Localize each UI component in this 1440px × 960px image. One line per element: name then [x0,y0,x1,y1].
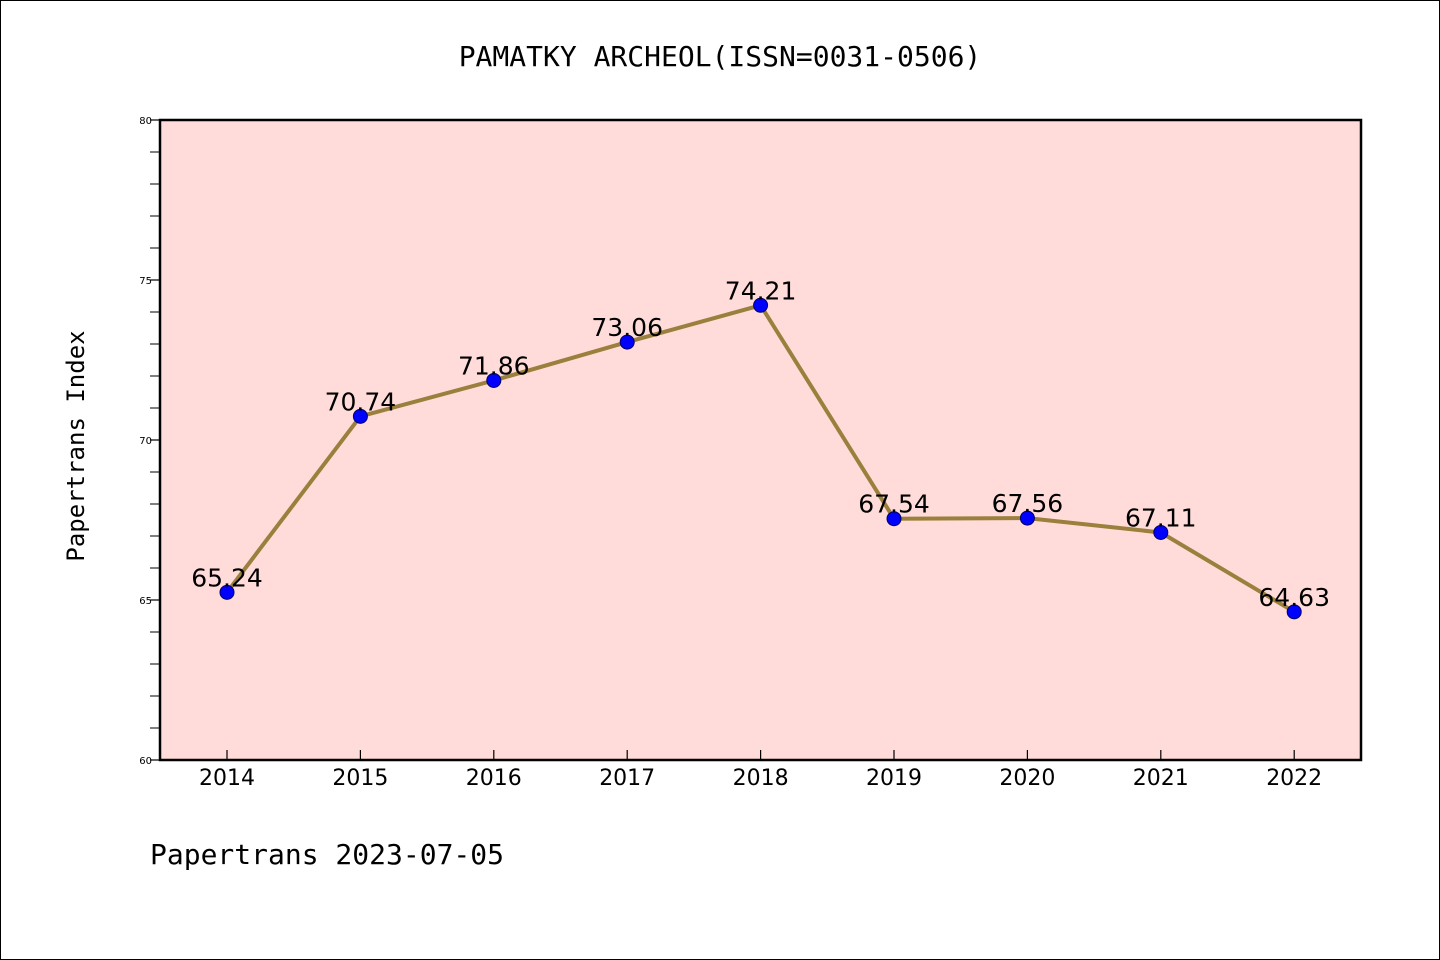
x-tick-label: 2021 [1133,766,1189,791]
y-tick-label: 75 [139,276,152,287]
data-point [219,584,235,600]
footer-text: Papertrans 2023-07-05 [150,838,504,871]
data-points [219,297,1302,620]
x-tick-label: 2022 [1266,766,1322,791]
data-label: 67.54 [858,490,930,519]
x-tick-label: 2018 [733,766,789,791]
x-axis-ticks: 2014 2015 2016 2017 2018 2019 2020 2021 2022 [199,750,1322,791]
data-point [1286,604,1302,620]
data-point [619,334,635,350]
data-label: 71.86 [458,351,530,380]
data-label: 65.24 [191,563,263,592]
data-point [486,372,502,388]
x-tick-label: 2014 [199,766,255,791]
data-point [1153,524,1169,540]
data-label: 70.74 [325,387,397,416]
data-label: 67.56 [992,489,1064,518]
data-point [886,511,902,527]
x-tick-label: 2016 [466,766,522,791]
data-point [753,297,769,313]
data-label: 64.63 [1258,583,1330,612]
y-tick-label: 60 [139,756,152,767]
x-tick-label: 2017 [599,766,655,791]
y-axis-label: Papertrans Index [62,330,90,561]
data-point [1019,510,1035,526]
y-tick-label: 80 [139,116,152,127]
x-tick-label: 2015 [332,766,388,791]
y-tick-label: 65 [139,596,152,607]
data-label: 74.21 [725,276,797,305]
data-label: 73.06 [591,313,663,342]
y-axis-ticks: 60 65 70 75 80 [139,116,160,767]
x-tick-label: 2020 [999,766,1055,791]
chart-title: PAMATKY ARCHEOL(ISSN=0031-0506) [459,40,982,73]
plot-border [158,118,1363,762]
plot-area [160,120,1361,760]
y-tick-label: 70 [139,436,152,447]
data-point [352,408,368,424]
data-label: 67.11 [1125,503,1197,532]
data-labels: 65.24 70.74 71.86 73.06 74.21 67.54 67.56 67.11… [191,276,1330,612]
x-tick-label: 2019 [866,766,922,791]
